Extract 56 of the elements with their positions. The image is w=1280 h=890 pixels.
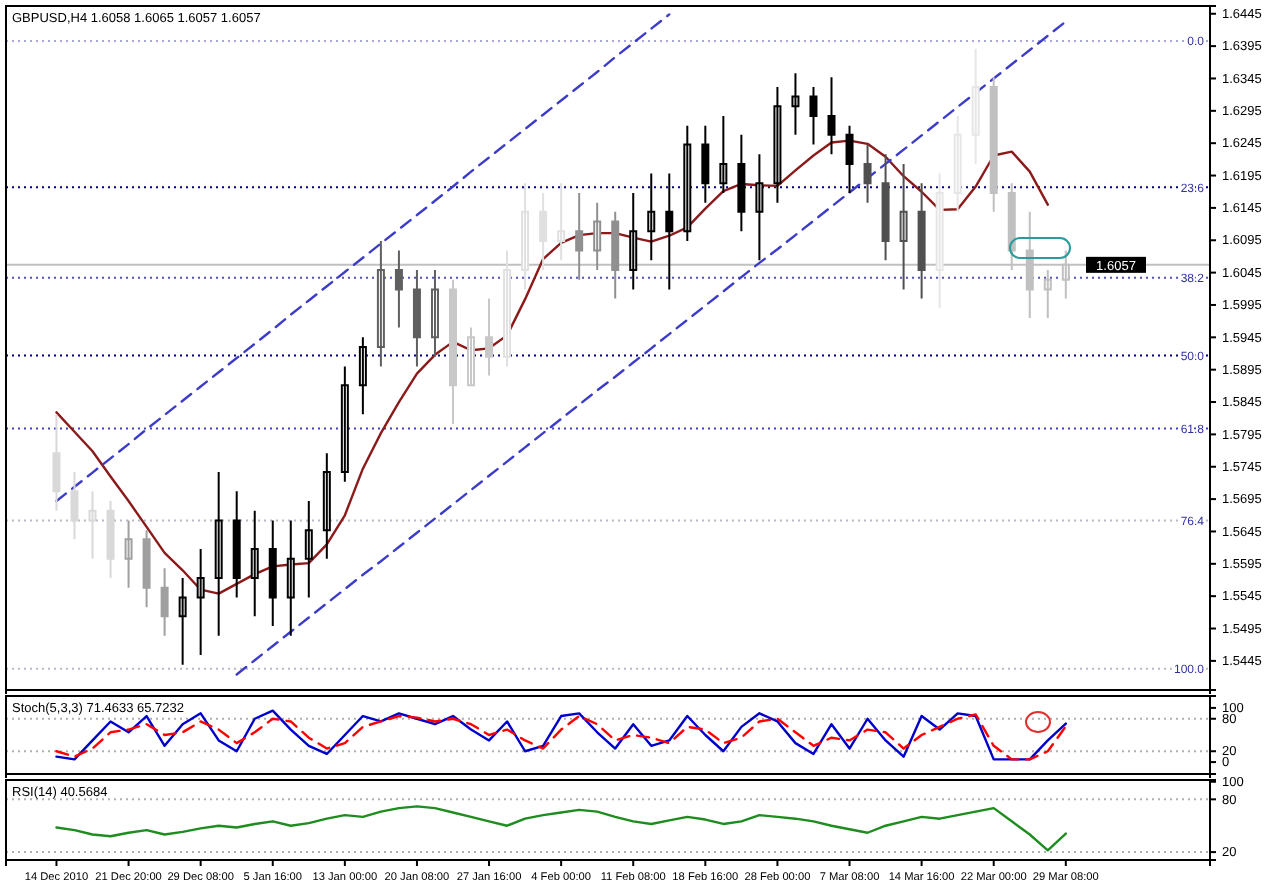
candlestick bbox=[971, 47, 980, 165]
candlestick bbox=[521, 182, 530, 291]
candlestick bbox=[719, 115, 728, 195]
candlestick bbox=[557, 182, 566, 262]
candlestick bbox=[485, 297, 494, 377]
candlestick bbox=[52, 413, 61, 512]
candlestick bbox=[827, 76, 836, 156]
candlestick bbox=[989, 76, 998, 213]
candlestick bbox=[142, 529, 151, 609]
candlestick bbox=[935, 172, 944, 310]
candlestick bbox=[683, 124, 692, 242]
candlestick bbox=[232, 490, 241, 599]
candlestick bbox=[394, 249, 403, 329]
candlestick bbox=[773, 85, 782, 204]
candlestick bbox=[755, 153, 764, 262]
candlestick bbox=[304, 500, 313, 599]
candlestick bbox=[358, 336, 367, 416]
candlestick bbox=[286, 519, 295, 637]
candlestick bbox=[791, 72, 800, 136]
candlestick bbox=[214, 470, 223, 637]
candlestick bbox=[196, 547, 205, 657]
candlestick bbox=[611, 210, 620, 300]
candlestick bbox=[575, 192, 584, 281]
line-series bbox=[55, 805, 1068, 852]
candlestick bbox=[250, 509, 259, 618]
candlestick bbox=[737, 133, 746, 233]
candlestick bbox=[467, 326, 476, 387]
candlestick bbox=[899, 162, 908, 291]
candlestick bbox=[430, 269, 439, 358]
candlestick bbox=[106, 500, 115, 580]
candlestick bbox=[340, 365, 349, 483]
candlestick bbox=[376, 239, 385, 368]
candlestick bbox=[178, 577, 187, 666]
candlestick bbox=[629, 192, 638, 291]
candlestick bbox=[647, 172, 656, 262]
candlestick bbox=[160, 567, 169, 637]
candlestick bbox=[953, 115, 962, 213]
candlestick bbox=[1043, 269, 1052, 319]
candlestick bbox=[863, 143, 872, 204]
line-series bbox=[55, 139, 1049, 595]
candlestick bbox=[539, 192, 548, 272]
candlestick bbox=[917, 182, 926, 300]
candlestick bbox=[70, 470, 79, 541]
candlestick bbox=[124, 519, 133, 589]
candlestick bbox=[448, 278, 457, 426]
candlestick bbox=[881, 153, 890, 262]
candlestick bbox=[809, 85, 818, 146]
candlestick bbox=[503, 249, 512, 368]
candlestick bbox=[593, 201, 602, 272]
candlestick bbox=[845, 124, 854, 195]
candlestick bbox=[322, 452, 331, 560]
candlestick bbox=[268, 519, 277, 627]
candlestick bbox=[665, 172, 674, 291]
candlestick bbox=[701, 124, 710, 204]
candlestick bbox=[412, 269, 421, 368]
candlestick bbox=[88, 490, 97, 560]
